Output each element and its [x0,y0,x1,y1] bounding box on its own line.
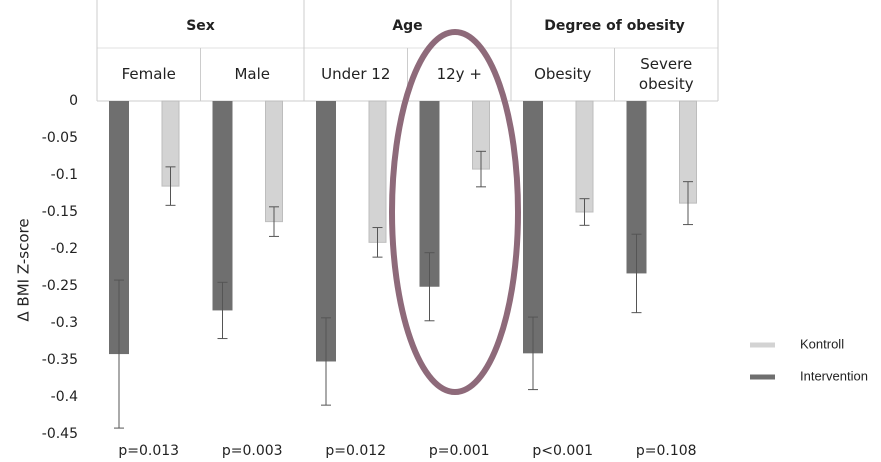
group-label: Degree of obesity [544,18,685,34]
bar [575,100,594,213]
p-value: p=0.013 [118,443,179,459]
p-value: p=0.108 [636,443,697,459]
y-tick-label: -0.15 [42,204,78,220]
category-label: 12y + [436,65,482,83]
y-tick-label: -0.05 [42,130,78,146]
y-axis-title: Δ BMI Z-score [15,218,33,321]
bar [316,101,336,362]
y-tick-label: 0 [69,93,78,109]
y-tick-label: -0.2 [51,241,78,257]
p-value: p=0.001 [429,443,490,459]
y-tick-label: -0.25 [42,278,78,294]
y-tick-label: -0.3 [51,315,78,331]
bar [368,100,387,243]
bar [419,101,440,287]
category-label: Female [121,65,176,83]
legend-label: Intervention [800,368,868,383]
bar [265,100,283,223]
bar [109,101,129,355]
category-label: Under 12 [321,65,391,83]
group-label: Age [392,18,422,34]
highlight-ellipse [389,29,521,395]
category-label: Male [234,65,271,83]
p-value: p=0.012 [325,443,386,459]
y-tick-label: -0.35 [42,352,78,368]
bar [523,101,543,354]
legend-label: Kontroll [800,336,844,351]
y-tick-label: -0.1 [51,167,78,183]
category-label: Severe obesity [638,55,694,93]
group-label: Sex [186,18,215,34]
y-tick-label: -0.4 [51,389,78,405]
bar [626,101,647,274]
p-value: p<0.001 [532,443,593,459]
category-label: Obesity [534,65,592,83]
p-value: p=0.003 [222,443,283,459]
bar [212,101,233,311]
y-tick-label: -0.45 [42,426,78,442]
